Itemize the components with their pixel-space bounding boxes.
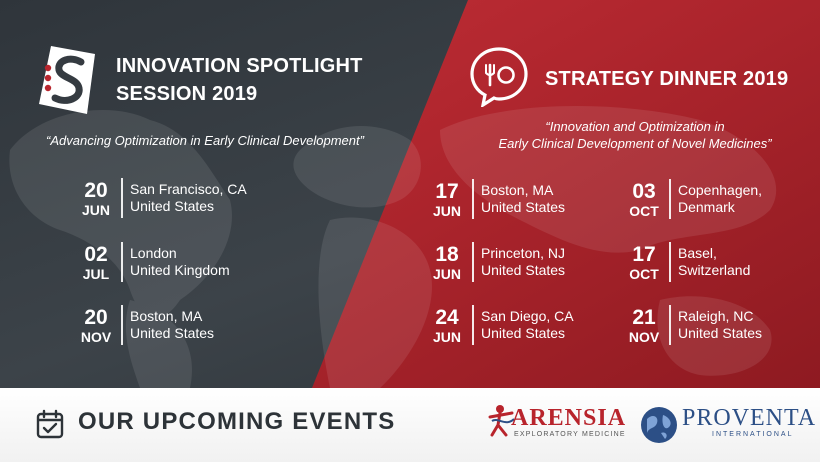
dinner-title: STRATEGY DINNER 2019 — [545, 68, 789, 90]
event-day: 21 — [632, 305, 656, 329]
event-date: 18 JUN — [428, 244, 466, 281]
event-city: Basel, — [678, 245, 717, 261]
dinner-logo-icon — [468, 45, 530, 109]
event-princeton: 18 JUN Princeton, NJ United States — [428, 240, 565, 284]
event-day: 20 — [84, 178, 108, 202]
divider — [121, 178, 123, 218]
event-date: 21 NOV — [625, 307, 663, 344]
spotlight-title-line1: INNOVATION SPOTLIGHT — [116, 55, 363, 77]
event-day: 03 — [632, 179, 656, 203]
event-basel: 17 OCT Basel, Switzerland — [625, 240, 750, 284]
event-country: United States — [481, 199, 566, 215]
event-city: Boston, MA — [481, 182, 554, 198]
divider — [472, 179, 474, 219]
event-location: Princeton, NJ United States — [481, 245, 565, 279]
proventa-tagline: INTERNATIONAL — [712, 431, 794, 438]
event-country: United States — [130, 325, 215, 341]
event-raleigh: 21 NOV Raleigh, NC United States — [625, 303, 762, 347]
event-day: 02 — [84, 242, 108, 266]
event-location: Copenhagen, Denmark — [678, 182, 762, 216]
divider — [121, 242, 123, 282]
event-day: 18 — [435, 242, 459, 266]
event-date: 03 OCT — [625, 181, 663, 218]
event-city: San Francisco, CA — [130, 181, 247, 197]
arensia-logo-text: ARENSIA — [511, 405, 627, 431]
event-country: United States — [481, 325, 566, 341]
event-city: Copenhagen, — [678, 182, 763, 198]
event-month: JUN — [81, 201, 110, 218]
dinner-quote-line2: Early Clinical Development of Novel Medi… — [498, 136, 772, 151]
event-location: Boston, MA United States — [481, 182, 565, 216]
event-day: 24 — [435, 305, 459, 329]
divider — [669, 242, 671, 282]
divider — [121, 305, 123, 345]
event-location: Raleigh, NC United States — [678, 308, 762, 342]
event-month: JUL — [82, 265, 110, 282]
event-city: Princeton, NJ — [481, 245, 566, 261]
event-city: Raleigh, NC — [678, 308, 754, 324]
arensia-logo-icon — [488, 403, 516, 437]
arensia-tagline: EXPLORATORY MEDICINE — [514, 431, 626, 438]
event-location: San Diego, CA United States — [481, 308, 574, 342]
event-day: 17 — [435, 179, 459, 203]
event-month: OCT — [629, 202, 659, 219]
event-date: 02 JUL — [77, 244, 115, 281]
proventa-logo-text: PROVENTA — [682, 405, 817, 431]
event-month: NOV — [80, 328, 112, 345]
event-day: 20 — [84, 305, 108, 329]
event-date: 24 JUN — [428, 307, 466, 344]
event-location: Basel, Switzerland — [678, 245, 750, 279]
event-location: London United Kingdom — [130, 245, 230, 279]
event-country: Denmark — [678, 199, 735, 215]
event-boston-nov: 20 NOV Boston, MA United States — [77, 303, 214, 347]
event-date: 20 NOV — [77, 307, 115, 344]
divider — [472, 305, 474, 345]
event-month: OCT — [629, 265, 659, 282]
event-country: United Kingdom — [130, 262, 230, 278]
calendar-check-icon — [36, 409, 64, 439]
dinner-quote-line1: “Innovation and Optimization in — [545, 119, 725, 134]
world-map-background — [0, 0, 820, 388]
event-city: San Diego, CA — [481, 308, 574, 324]
upcoming-events-heading: OUR UPCOMING EVENTS — [78, 408, 396, 435]
spotlight-title-line2: SESSION 2019 — [116, 83, 258, 105]
event-country: United States — [130, 198, 215, 214]
event-sf: 20 JUN San Francisco, CA United States — [77, 176, 247, 220]
event-date: 20 JUN — [77, 180, 115, 217]
event-country: Switzerland — [678, 262, 751, 278]
event-date: 17 OCT — [625, 244, 663, 281]
event-month: JUN — [432, 265, 461, 282]
dinner-quote: “Innovation and Optimization in Early Cl… — [462, 118, 808, 152]
event-country: United States — [678, 325, 763, 341]
event-month: JUN — [432, 202, 461, 219]
divider — [669, 179, 671, 219]
spotlight-title: INNOVATION SPOTLIGHT SESSION 2019 — [116, 52, 363, 108]
footer-bar — [0, 388, 820, 462]
event-month: JUN — [432, 328, 461, 345]
event-country: United States — [481, 262, 566, 278]
event-date: 17 JUN — [428, 181, 466, 218]
event-city: London — [130, 245, 177, 261]
event-boston-jun: 17 JUN Boston, MA United States — [428, 177, 565, 221]
event-location: San Francisco, CA United States — [130, 181, 247, 215]
spotlight-quote: “Advancing Optimization in Early Clinica… — [46, 133, 364, 148]
event-month: NOV — [628, 328, 660, 345]
event-location: Boston, MA United States — [130, 308, 214, 342]
divider — [669, 305, 671, 345]
proventa-globe-icon — [639, 405, 679, 445]
divider — [472, 242, 474, 282]
event-san-diego: 24 JUN San Diego, CA United States — [428, 303, 574, 347]
spotlight-logo-icon — [37, 44, 99, 116]
event-day: 17 — [632, 242, 656, 266]
event-london: 02 JUL London United Kingdom — [77, 240, 230, 284]
event-copenhagen: 03 OCT Copenhagen, Denmark — [625, 177, 762, 221]
event-city: Boston, MA — [130, 308, 203, 324]
